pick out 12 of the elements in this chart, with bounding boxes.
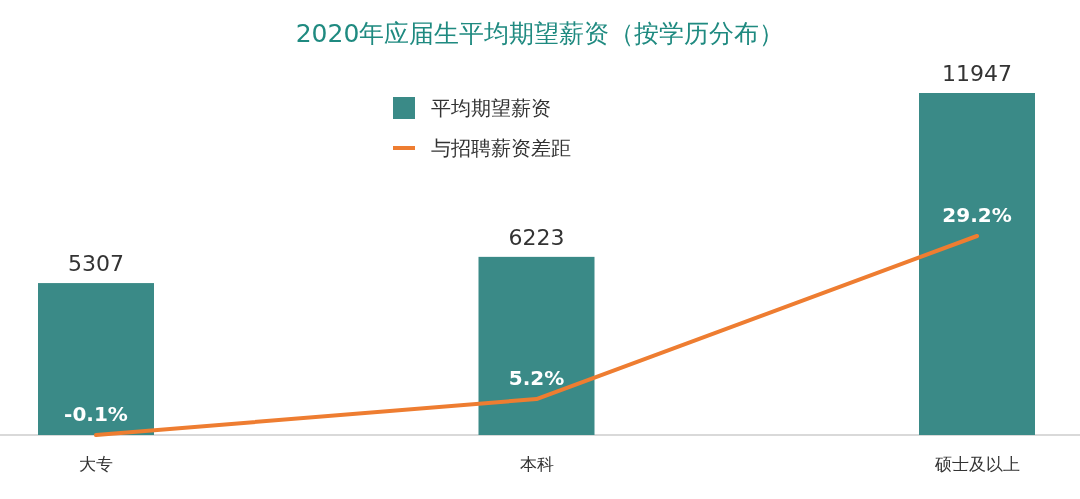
data-label: 11947	[942, 61, 1012, 86]
x-tick-label: 本科	[519, 454, 554, 474]
x-tick-label: 硕士及以上	[933, 454, 1020, 474]
data-label: 6223	[508, 224, 565, 250]
data-label: -0.1%	[64, 402, 128, 426]
chart-title: 2020年应届生平均期望薪资（按学历分布）	[295, 19, 785, 48]
data-label: 29.2%	[942, 203, 1012, 227]
x-tick-label: 大专	[79, 454, 113, 474]
legend-label: 与招聘薪资差距	[431, 136, 571, 160]
data-label: 5.2%	[508, 366, 565, 390]
data-label: 5307	[68, 251, 124, 277]
legend-label: 平均期望薪资	[431, 96, 551, 120]
